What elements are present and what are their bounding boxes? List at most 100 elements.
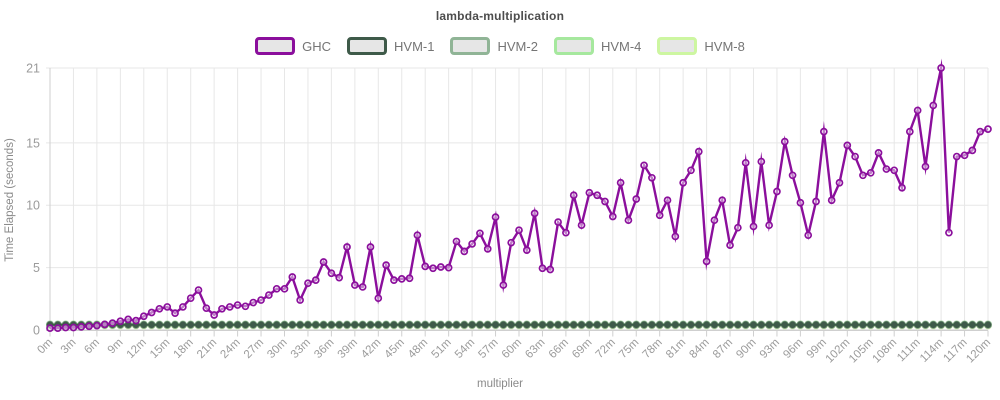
series-marker-ghc bbox=[163, 303, 172, 311]
series-marker-hvm-1 bbox=[749, 320, 758, 329]
series-marker-hvm-1 bbox=[937, 320, 946, 329]
x-tick-label: 117m bbox=[941, 337, 969, 365]
x-tick-label: 33m bbox=[289, 337, 313, 361]
series-marker-ghc bbox=[687, 166, 695, 175]
y-tick-label: 10 bbox=[26, 199, 40, 213]
x-tick-label: 93m bbox=[758, 337, 782, 361]
series-marker-ghc bbox=[452, 237, 461, 246]
series-marker-hvm-1 bbox=[358, 320, 367, 329]
series-marker-ghc bbox=[554, 218, 562, 226]
x-tick-label: 102m bbox=[824, 337, 853, 366]
series-marker-hvm-1 bbox=[413, 320, 422, 329]
legend-item-ghc[interactable]: GHC bbox=[255, 37, 331, 55]
series-marker-ghc bbox=[655, 211, 664, 220]
series-marker-hvm-1 bbox=[468, 320, 477, 329]
series-marker-ghc bbox=[765, 221, 773, 230]
series-marker-hvm-1 bbox=[210, 320, 219, 329]
series-marker-hvm-1 bbox=[585, 320, 594, 329]
series-marker-hvm-1 bbox=[718, 320, 727, 329]
series-marker-ghc bbox=[257, 296, 265, 304]
series-marker-ghc bbox=[444, 263, 453, 272]
series-marker-hvm-1 bbox=[405, 320, 414, 329]
series-marker-ghc bbox=[390, 276, 398, 284]
series-marker-hvm-1 bbox=[640, 320, 649, 329]
series-marker-ghc bbox=[186, 294, 195, 303]
series-marker-hvm-1 bbox=[186, 320, 195, 329]
series-marker-hvm-1 bbox=[436, 320, 445, 329]
y-axis-title: Time Elapsed (seconds) bbox=[4, 138, 16, 262]
series-marker-hvm-1 bbox=[163, 320, 172, 329]
legend-label: GHC bbox=[302, 38, 332, 54]
series-marker-hvm-1 bbox=[726, 320, 735, 329]
x-tick-label: 45m bbox=[383, 337, 407, 361]
series-marker-ghc bbox=[171, 309, 179, 318]
x-tick-label: 120m bbox=[964, 337, 993, 366]
series-marker-ghc bbox=[757, 157, 766, 166]
legend-item-hvm-4[interactable]: HVM-4 bbox=[553, 37, 642, 55]
series-marker-hvm-1 bbox=[757, 320, 766, 329]
series-marker-hvm-1 bbox=[780, 320, 789, 329]
series-marker-hvm-1 bbox=[561, 320, 570, 329]
series-marker-ghc bbox=[984, 125, 992, 133]
series-marker-ghc bbox=[296, 296, 304, 304]
series-marker-ghc bbox=[710, 216, 719, 225]
series-marker-hvm-1 bbox=[241, 320, 250, 329]
x-tick-label: 108m bbox=[870, 337, 899, 366]
series-marker-ghc bbox=[640, 161, 648, 170]
legend-swatch-hvm-8 bbox=[657, 37, 698, 55]
series-marker-hvm-1 bbox=[311, 320, 320, 329]
series-marker-ghc bbox=[374, 294, 383, 303]
series-marker-hvm-1 bbox=[429, 320, 438, 329]
series-marker-ghc bbox=[499, 281, 508, 289]
legend-label: HVM-4 bbox=[600, 38, 642, 54]
series-marker-ghc bbox=[311, 276, 320, 284]
x-axis-title: multiplier bbox=[476, 378, 523, 390]
series-marker-hvm-1 bbox=[444, 320, 453, 329]
series-marker-ghc bbox=[749, 222, 758, 231]
series-marker-hvm-1 bbox=[382, 320, 391, 329]
series-marker-hvm-1 bbox=[851, 320, 860, 329]
series-marker-ghc bbox=[288, 273, 297, 281]
series-marker-ghc bbox=[546, 265, 555, 274]
series-marker-hvm-1 bbox=[554, 320, 563, 329]
legend-item-hvm-1[interactable]: HVM-1 bbox=[347, 37, 434, 55]
series-marker-hvm-1 bbox=[194, 320, 203, 329]
x-tick-label: 114m bbox=[918, 337, 946, 365]
series-marker-ghc bbox=[405, 274, 414, 283]
x-tick-label: 0m bbox=[35, 337, 55, 357]
series-marker-hvm-1 bbox=[147, 320, 156, 329]
legend-item-hvm-2[interactable]: HVM-2 bbox=[450, 37, 538, 55]
series-marker-hvm-1 bbox=[788, 320, 797, 329]
series-marker-hvm-1 bbox=[577, 320, 586, 329]
x-tick-label: 75m bbox=[617, 337, 641, 361]
x-tick-label: 24m bbox=[218, 337, 242, 361]
series-marker-hvm-1 bbox=[272, 320, 281, 329]
series-marker-hvm-1 bbox=[366, 320, 375, 329]
series-marker-hvm-1 bbox=[671, 320, 680, 329]
legend-label: HVM-1 bbox=[394, 38, 435, 54]
series-marker-hvm-1 bbox=[264, 320, 273, 329]
series-marker-ghc bbox=[343, 243, 351, 251]
series-marker-ghc bbox=[210, 311, 218, 319]
series-marker-ghc bbox=[233, 301, 242, 309]
series-marker-ghc bbox=[726, 241, 734, 250]
series-marker-ghc bbox=[491, 213, 500, 221]
legend-label: HVM-8 bbox=[704, 38, 745, 54]
series-marker-hvm-1 bbox=[913, 320, 922, 329]
legend-item-hvm-8[interactable]: HVM-8 bbox=[657, 37, 745, 55]
series-marker-hvm-1 bbox=[280, 320, 289, 329]
series-marker-ghc bbox=[773, 187, 781, 196]
series-marker-ghc bbox=[859, 171, 867, 180]
series-marker-ghc bbox=[601, 197, 609, 206]
series-marker-ghc bbox=[960, 151, 969, 160]
series-marker-ghc bbox=[812, 197, 820, 206]
series-marker-ghc bbox=[421, 262, 430, 271]
series-marker-ghc bbox=[734, 223, 742, 232]
series-marker-hvm-1 bbox=[632, 320, 641, 329]
x-tick-label: 66m bbox=[547, 337, 571, 361]
series-marker-hvm-1 bbox=[217, 320, 226, 329]
series-marker-ghc bbox=[616, 178, 625, 187]
series-marker-ghc bbox=[577, 221, 586, 230]
series-marker-hvm-1 bbox=[452, 320, 461, 329]
